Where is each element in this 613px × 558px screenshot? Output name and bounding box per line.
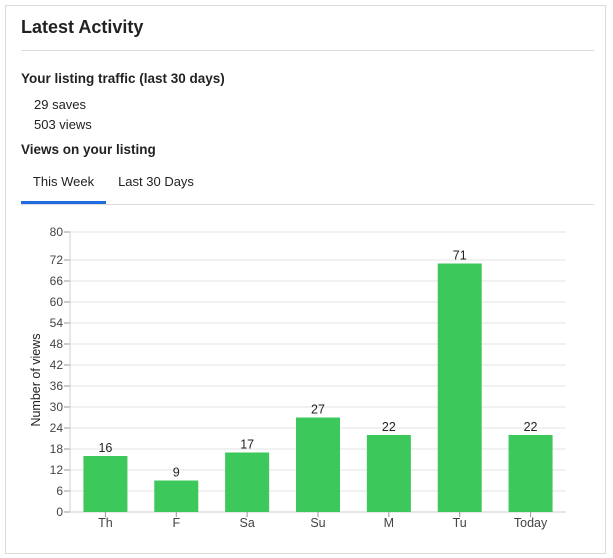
tab-this-week[interactable]: This Week [32,174,95,189]
card-title: Latest Activity [21,17,144,37]
views-count: 503 views [34,117,92,132]
title-divider [21,50,594,51]
saves-count: 29 saves [34,97,87,112]
latest-activity-card: Latest Activity Your listing traffic (la… [5,5,606,554]
views-section-title: Views on your listing [21,142,156,157]
active-tab-indicator [21,201,106,204]
chart-range-tabs: This Week Last 30 Days [21,166,594,206]
traffic-section-title: Your listing traffic (last 30 days) [21,71,225,86]
tab-last-30-days[interactable]: Last 30 Days [118,174,194,189]
tabs-divider [21,204,594,205]
